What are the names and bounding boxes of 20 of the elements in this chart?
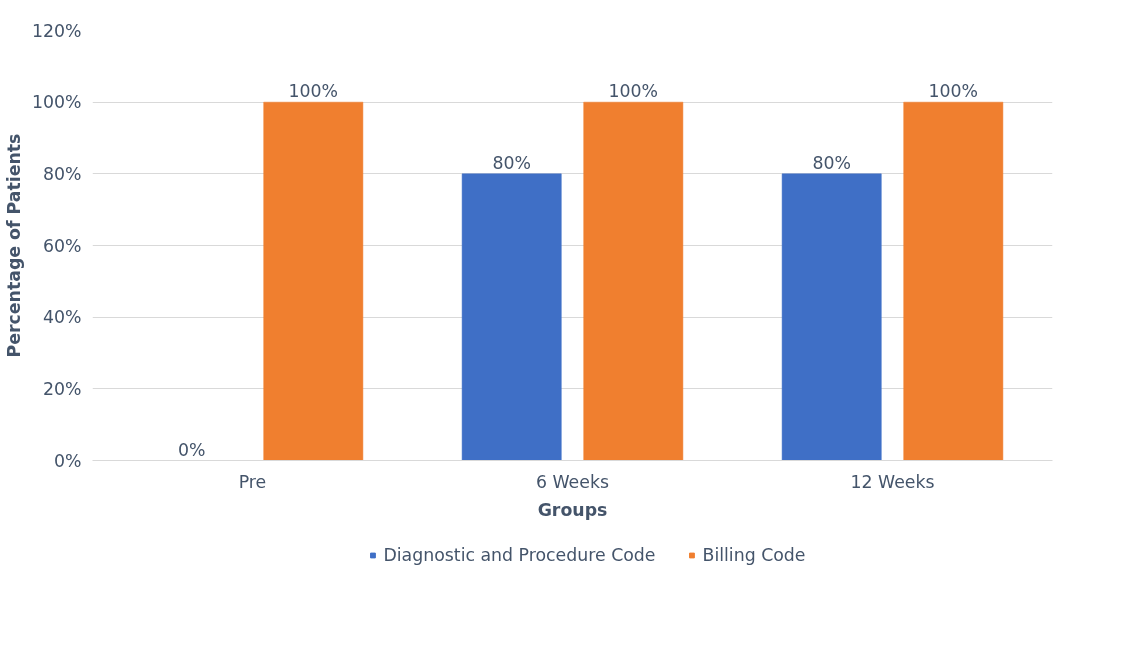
y-tick-label: 80% [42, 163, 82, 184]
y-tick-label: 120% [31, 20, 82, 41]
y-tick-label: 60% [42, 235, 82, 256]
y-axis-title: Percentage of Patients [3, 133, 24, 358]
data-label: 100% [928, 81, 979, 102]
x-axis-title: Groups [537, 499, 608, 520]
y-tick-label: 0% [54, 450, 82, 471]
legend-label: Billing Code [702, 545, 806, 565]
legend-label: Diagnostic and Procedure Code [383, 545, 656, 565]
x-tick-label: 6 Weeks [535, 471, 610, 492]
x-tick-label: Pre [238, 471, 267, 492]
data-label: 100% [288, 81, 339, 102]
y-tick-label: 100% [31, 92, 82, 113]
y-tick-label: 20% [42, 378, 82, 399]
x-tick-label: 12 Weeks [850, 471, 935, 492]
data-label: 80% [492, 152, 531, 173]
data-label: 100% [608, 81, 659, 102]
y-tick-label: 40% [42, 307, 82, 328]
data-label: 0% [177, 439, 206, 460]
data-label: 80% [812, 152, 851, 173]
